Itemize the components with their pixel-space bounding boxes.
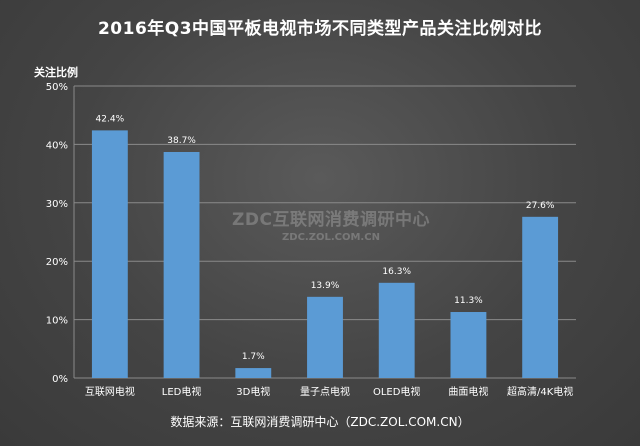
x-tick-label: 3D电视 (236, 385, 270, 398)
bar (450, 312, 487, 378)
data-label: 27.6% (526, 201, 555, 211)
y-tick-label: 30% (46, 199, 68, 210)
data-label: 1.7% (242, 352, 265, 362)
data-label: 13.9% (311, 281, 340, 291)
source-note: 数据来源：互联网消费调研中心（ZDC.ZOL.COM.CN） (170, 415, 470, 429)
bar (163, 151, 200, 378)
x-tick-label: LED电视 (162, 385, 202, 398)
y-axis-label: 关注比例 (34, 66, 78, 79)
x-tick-label: 曲面电视 (448, 385, 488, 398)
data-label: 38.7% (167, 136, 196, 146)
bar (378, 282, 415, 378)
bar (235, 368, 272, 378)
data-label: 42.4% (96, 114, 125, 124)
data-label: 11.3% (454, 296, 483, 306)
x-tick-label: 互联网电视 (85, 385, 135, 398)
bar (522, 216, 559, 378)
x-tick-label: 超高清/4K电视 (507, 385, 573, 398)
bar (91, 130, 128, 378)
y-tick-label: 20% (46, 257, 68, 268)
y-tick-label: 40% (46, 140, 68, 151)
data-label: 16.3% (382, 267, 411, 277)
chart-title: 2016年Q3中国平板电视市场不同类型产品关注比例对比 (97, 19, 543, 39)
y-tick-label: 0% (52, 374, 68, 385)
bar (307, 296, 343, 378)
y-tick-label: 10% (46, 316, 68, 327)
x-tick-label: 量子点电视 (300, 385, 350, 398)
y-tick-label: 50% (46, 82, 68, 93)
x-tick-label: OLED电视 (373, 385, 420, 398)
